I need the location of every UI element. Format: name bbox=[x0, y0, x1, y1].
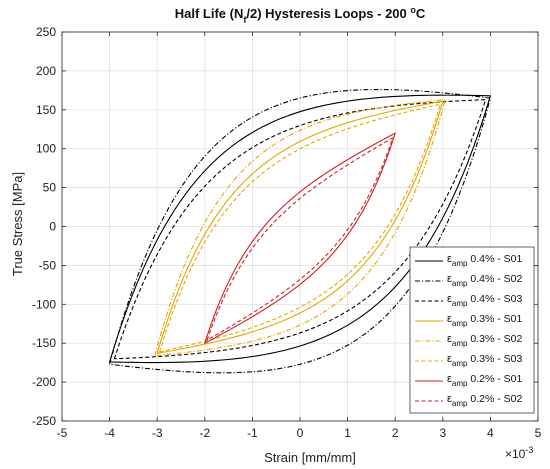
title-middle: /2) Hysteresis Loops - 200 bbox=[246, 6, 410, 21]
legend-subscript: amp bbox=[452, 359, 468, 368]
y-tick-label: 50 bbox=[43, 181, 57, 195]
y-tick-label: -250 bbox=[32, 414, 56, 428]
legend-entry-5: εamp 0.3% - S02 bbox=[447, 333, 522, 348]
series-loop-4 bbox=[156, 100, 444, 354]
legend-label: 0.2% - S01 bbox=[467, 373, 522, 385]
legend-subscript: amp bbox=[452, 279, 468, 288]
y-tick-label: 200 bbox=[36, 64, 56, 78]
x-tick-label: 1 bbox=[344, 426, 351, 440]
series-loop-5 bbox=[154, 99, 446, 357]
y-axis: -250 -200 -150 -100 -50 0 50 100 150 200 250 bbox=[32, 25, 538, 428]
legend-subscript: amp bbox=[452, 259, 468, 268]
legend-label: 0.3% - S02 bbox=[467, 333, 522, 345]
legend-subscript: amp bbox=[452, 339, 468, 348]
legend-symbol: ε bbox=[447, 393, 452, 405]
title-prefix: Half Life (N bbox=[175, 6, 244, 21]
series-layer bbox=[109, 88, 491, 374]
legend-entry-8: εamp 0.2% - S02 bbox=[447, 393, 522, 408]
legend-label: 0.3% - S03 bbox=[467, 353, 522, 365]
legend-label: 0.3% - S01 bbox=[467, 313, 522, 325]
x-axis-multiplier: ×10-3 bbox=[505, 445, 533, 461]
y-tick-label: 150 bbox=[36, 103, 56, 117]
x-tick-label: 5 bbox=[535, 426, 542, 440]
y-tick-label: -100 bbox=[32, 297, 56, 311]
y-axis-label: True Stress [MPa] bbox=[10, 172, 25, 276]
y-tick-label: 250 bbox=[36, 25, 56, 39]
legend-symbol: ε bbox=[447, 253, 452, 265]
x-multiplier-exponent: -3 bbox=[525, 445, 533, 455]
legend-entry-3: εamp 0.4% - S03 bbox=[447, 293, 522, 308]
title-suffix: C bbox=[416, 6, 426, 21]
legend-subscript: amp bbox=[452, 399, 468, 408]
series-loop-7 bbox=[204, 132, 396, 344]
series-loop-8 bbox=[206, 137, 394, 341]
legend-symbol: ε bbox=[447, 293, 452, 305]
y-tick-label: 0 bbox=[49, 220, 56, 234]
chart-title: Half Life (Nf/2) Hysteresis Loops - 200 … bbox=[175, 5, 426, 25]
legend-symbol: ε bbox=[447, 353, 452, 365]
x-tick-label: -2 bbox=[199, 426, 210, 440]
y-tick-label: -200 bbox=[32, 375, 56, 389]
x-tick-label: 2 bbox=[392, 426, 399, 440]
legend-label: 0.4% - S03 bbox=[467, 293, 522, 305]
legend-symbol: ε bbox=[447, 333, 452, 345]
y-tick-label: -150 bbox=[32, 336, 56, 350]
legend-entry-6: εamp 0.3% - S03 bbox=[447, 353, 522, 368]
legend-subscript: amp bbox=[452, 319, 468, 328]
legend-entry-7: εamp 0.2% - S01 bbox=[447, 373, 522, 388]
x-tick-label: -4 bbox=[104, 426, 115, 440]
legend-label: 0.2% - S02 bbox=[467, 393, 522, 405]
x-tick-label: -5 bbox=[57, 426, 68, 440]
x-tick-label: -1 bbox=[247, 426, 258, 440]
legend-subscript: amp bbox=[452, 379, 468, 388]
legend-entry-2: εamp 0.4% - S02 bbox=[447, 273, 522, 288]
legend-symbol: ε bbox=[447, 313, 452, 325]
legend-label: 0.4% - S02 bbox=[467, 273, 522, 285]
legend-entry-1: εamp 0.4% - S01 bbox=[447, 253, 522, 268]
x-multiplier-base: ×10 bbox=[505, 447, 526, 461]
legend-entry-4: εamp 0.3% - S01 bbox=[447, 313, 522, 328]
legend-symbol: ε bbox=[447, 273, 452, 285]
y-tick-label: 100 bbox=[36, 142, 56, 156]
title-superscript: o bbox=[410, 5, 416, 15]
x-tick-label: 0 bbox=[297, 426, 304, 440]
series-loop-1 bbox=[109, 94, 491, 364]
x-tick-label: 4 bbox=[487, 426, 494, 440]
x-axis-label: Strain [mm/mm] bbox=[264, 450, 356, 465]
series-loop-6 bbox=[159, 103, 441, 353]
legend-symbol: ε bbox=[447, 373, 452, 385]
legend-subscript: amp bbox=[452, 299, 468, 308]
y-tick-label: -50 bbox=[39, 258, 57, 272]
legend-box bbox=[409, 246, 535, 414]
series-loop-3 bbox=[113, 99, 487, 360]
x-tick-label: -3 bbox=[152, 426, 163, 440]
title-subscript: f bbox=[243, 15, 247, 25]
x-axis: -5 -4 -3 -2 -1 0 1 2 3 4 5 bbox=[57, 32, 542, 440]
legend-label: 0.4% - S01 bbox=[467, 253, 522, 265]
x-tick-label: 3 bbox=[439, 426, 446, 440]
